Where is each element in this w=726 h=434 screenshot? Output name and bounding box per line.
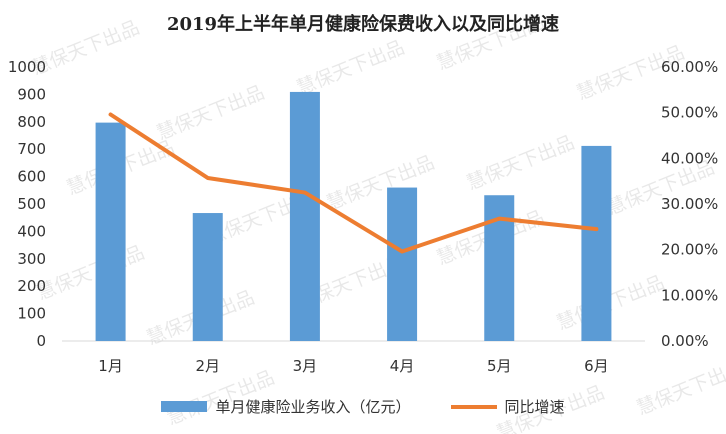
- right-axis-tick-label: 30.00%: [661, 195, 718, 213]
- bar-2月: [192, 213, 223, 341]
- legend-item-bar: 单月健康险业务收入（亿元）: [161, 396, 411, 417]
- bar-3月: [289, 91, 320, 342]
- left-axis-tick-label: 100: [17, 305, 46, 323]
- watermark-text: 慧保天下出品: [464, 132, 578, 195]
- x-axis-tick-label: 1月: [98, 357, 123, 375]
- x-axis-tick-label: 2月: [195, 357, 220, 375]
- growth-point-3月: [303, 191, 307, 195]
- right-axis-tick-label: 40.00%: [661, 149, 718, 167]
- legend-item-line: 同比增速: [450, 396, 565, 417]
- left-axis-tick-label: 900: [17, 85, 46, 103]
- bar-4月: [387, 187, 418, 341]
- right-axis-tick-label: 60.00%: [661, 58, 718, 76]
- legend-swatch-line: [450, 404, 497, 409]
- left-axis-tick-label: 300: [17, 250, 46, 268]
- line-series: [108, 112, 599, 254]
- growth-point-4月: [400, 249, 404, 253]
- left-axis-tick-label: 0: [36, 332, 46, 350]
- growth-point-1月: [109, 112, 113, 116]
- legend-swatch-bar: [161, 401, 208, 412]
- watermark-text: 慧保天下出品: [34, 242, 148, 305]
- watermark-text: 慧保天下出品: [294, 37, 408, 100]
- legend-label-bar: 单月健康险业务收入（亿元）: [215, 398, 411, 416]
- right-axis-tick-label: 0.00%: [661, 332, 709, 350]
- left-axis-tick-label: 1000: [8, 58, 46, 76]
- left-axis-tick-label: 500: [17, 195, 46, 213]
- x-axis-tick-label: 3月: [293, 357, 318, 375]
- left-axis-tick-label: 800: [17, 113, 46, 131]
- x-axis-tick-label: 6月: [584, 357, 609, 375]
- right-axis-tick-label: 10.00%: [661, 286, 718, 304]
- bar-series: [95, 91, 612, 342]
- bar-1月: [95, 122, 126, 341]
- left-axis-tick-label: 200: [17, 277, 46, 295]
- legend: 单月健康险业务收入（亿元） 同比增速: [0, 396, 726, 417]
- legend-label-line: 同比增速: [504, 398, 565, 416]
- chart-title: 2019年上半年单月健康险保费收入以及同比增速: [166, 14, 560, 35]
- right-axis-tick-label: 20.00%: [661, 241, 718, 259]
- x-axis-tick-label: 4月: [390, 357, 415, 375]
- watermark-text: 慧保天下出品: [324, 152, 438, 215]
- bar-6月: [581, 145, 612, 341]
- growth-point-2月: [206, 176, 210, 180]
- growth-line: [108, 112, 599, 254]
- growth-point-5月: [497, 217, 501, 221]
- x-axis-tick-label: 5月: [487, 357, 512, 375]
- growth-point-6月: [594, 227, 598, 231]
- right-axis-tick-label: 50.00%: [661, 104, 718, 122]
- left-axis-tick-label: 700: [17, 140, 46, 158]
- right-axis-ticks: 0.00% 10.00% 20.00% 30.00% 40.00% 50.00% 60.00…: [661, 58, 718, 350]
- watermark-text: 慧保天下出品: [434, 12, 548, 75]
- watermark-text: 慧保天下出品: [154, 82, 268, 145]
- left-axis-ticks: 0 100 200 300 400 500 600 700 800 900 1000: [8, 58, 46, 350]
- left-axis-tick-label: 600: [17, 168, 46, 186]
- left-axis-tick-label: 400: [17, 222, 46, 240]
- x-axis-ticks: 1月 2月 3月 4月 5月 6月: [98, 357, 608, 375]
